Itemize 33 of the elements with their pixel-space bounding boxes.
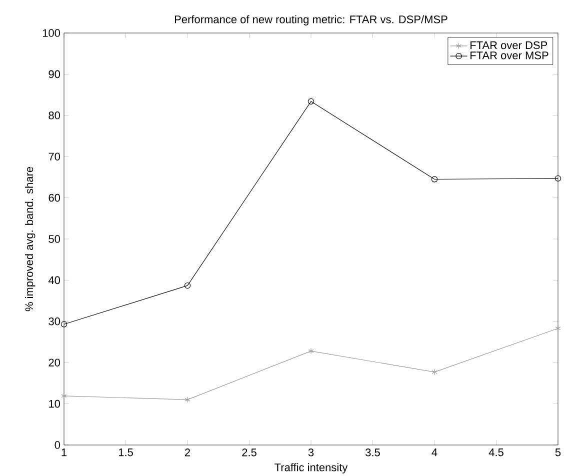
y-tick-label: 100 — [42, 29, 60, 37]
point — [431, 176, 438, 182]
y-tick-label: 60 — [48, 194, 60, 202]
x-tick-label: 2 — [184, 448, 190, 456]
y-tick-label: 70 — [48, 152, 60, 160]
legend-label: FTAR over DSP — [470, 41, 548, 50]
y-tick-label: 80 — [48, 112, 60, 120]
x-tick-label: 1 — [62, 448, 67, 456]
point — [184, 282, 191, 289]
point — [308, 348, 314, 354]
x-tick-label: 3.5 — [366, 448, 380, 456]
y-tick-label: 50 — [48, 235, 60, 243]
x-tick-label: 4.5 — [488, 448, 504, 456]
x-tick-label: 1.5 — [118, 448, 133, 456]
point — [554, 175, 562, 182]
legend-label: FTAR over MSP — [470, 52, 548, 60]
y-tick-label: 40 — [48, 276, 60, 284]
y-tick-label: 30 — [48, 318, 60, 326]
y-tick-label: 20 — [48, 358, 60, 366]
y-axis-title: % improved avg. band. share — [25, 166, 36, 312]
x-tick-label: 4 — [432, 448, 438, 456]
chart-title: Performance of new routing metric: FTAR vs. DSP/MSP — [174, 15, 448, 26]
point — [432, 368, 438, 376]
x-tick-label: 5 — [555, 448, 561, 456]
y-tick-label: 0 — [54, 441, 60, 449]
y-tick-label: 10 — [49, 400, 60, 408]
x-tick-label: 2.5 — [242, 448, 256, 456]
point — [60, 321, 68, 328]
x-tick-label: 3 — [308, 448, 314, 456]
x-axis-title: Traffic intensity — [274, 463, 348, 474]
y-tick-label: 90 — [48, 70, 60, 78]
point — [308, 98, 314, 104]
point — [184, 396, 190, 403]
